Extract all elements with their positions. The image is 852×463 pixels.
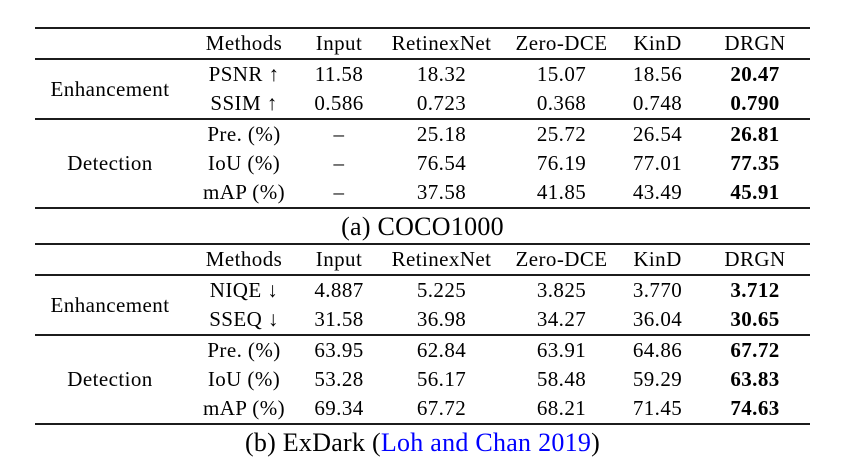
value-cell: 71.45: [632, 396, 683, 420]
metric-cell: mAP (%): [202, 396, 286, 420]
header-group-spacer: [35, 28, 185, 59]
value-cell-best: 74.63: [730, 396, 780, 420]
value-cell: 0.723: [416, 91, 467, 115]
value-cell: –: [333, 180, 345, 204]
value-cell: 4.887: [314, 278, 364, 302]
group-label-detection: Detection: [67, 367, 153, 391]
header-col-zerodce: Zero-DCE: [515, 31, 608, 55]
value-cell: 41.85: [536, 180, 587, 204]
value-cell: 37.58: [416, 180, 467, 204]
metric-cell: IoU (%): [207, 151, 281, 175]
metric-cell: Pre. (%): [207, 338, 281, 362]
header-col-zerodce: Zero-DCE: [515, 247, 608, 271]
value-cell: 25.72: [536, 122, 587, 146]
table-row: mAP (%) – 37.58 41.85 43.49 45.91: [35, 178, 810, 208]
value-cell: 31.58: [314, 307, 364, 331]
table-row: SSEQ ↓ 31.58 36.98 34.27 36.04 30.65: [35, 305, 810, 335]
header-col-input: Input: [315, 247, 363, 271]
value-cell-best: 63.83: [730, 367, 780, 391]
value-cell: 59.29: [632, 367, 683, 391]
value-cell: 76.19: [536, 151, 587, 175]
results-table-exdark: Methods Input RetinexNet Zero-DCE KinD D…: [35, 243, 810, 425]
header-methods: Methods: [205, 31, 283, 55]
value-cell: 0.368: [536, 91, 587, 115]
value-cell: 69.34: [314, 396, 364, 420]
header-methods: Methods: [205, 247, 283, 271]
header-col-input: Input: [315, 31, 363, 55]
header-col-retinexnet: RetinexNet: [391, 247, 492, 271]
value-cell: 0.748: [632, 91, 683, 115]
group-label-detection: Detection: [67, 151, 153, 175]
value-cell-best: 3.712: [730, 278, 780, 302]
value-cell: 76.54: [416, 151, 467, 175]
header-col-kind: KinD: [633, 247, 682, 271]
value-cell: 62.84: [416, 338, 467, 362]
caption-coco1000: (a) COCO1000: [35, 209, 810, 243]
table-row: IoU (%) 53.28 56.17 58.48 59.29 63.83: [35, 365, 810, 394]
metric-cell: mAP (%): [202, 180, 286, 204]
value-cell-best: 26.81: [730, 122, 780, 146]
value-cell-best: 30.65: [730, 307, 780, 331]
metric-cell: PSNR ↑: [208, 62, 280, 86]
value-cell: 53.28: [314, 367, 364, 391]
group-label-enhancement: Enhancement: [50, 76, 170, 101]
metric-cell: IoU (%): [207, 367, 281, 391]
header-col-drgn: DRGN: [724, 31, 786, 55]
metric-cell: Pre. (%): [207, 122, 281, 146]
value-cell-best: 20.47: [730, 62, 780, 86]
value-cell: 63.91: [536, 338, 587, 362]
value-cell: 36.04: [632, 307, 683, 331]
caption-close-paren: ): [591, 428, 601, 457]
header-col-retinexnet: RetinexNet: [391, 31, 492, 55]
table-row: Detection Pre. (%) – 25.18 25.72 26.54 2…: [35, 119, 810, 175]
value-cell: –: [333, 122, 345, 146]
value-cell: 11.58: [314, 62, 364, 86]
value-cell: 63.95: [314, 338, 364, 362]
value-cell: 26.54: [632, 122, 683, 146]
value-cell: 5.225: [416, 278, 467, 302]
value-cell-best: 77.35: [730, 151, 780, 175]
header-col-drgn: DRGN: [724, 247, 786, 271]
value-cell-best: 45.91: [730, 180, 780, 204]
value-cell: 64.86: [632, 338, 683, 362]
caption-text: (a) COCO1000: [341, 212, 504, 241]
value-cell: 67.72: [416, 396, 467, 420]
value-cell-best: 67.72: [730, 338, 780, 362]
table-row: Enhancement PSNR ↑ 11.58 18.32 15.07 18.…: [35, 59, 810, 101]
value-cell: 3.825: [536, 278, 587, 302]
header-row: Methods Input RetinexNet Zero-DCE KinD D…: [35, 244, 810, 275]
header-row: Methods Input RetinexNet Zero-DCE KinD D…: [35, 28, 810, 59]
value-cell: 3.770: [632, 278, 683, 302]
value-cell: 56.17: [416, 367, 467, 391]
table-row: Enhancement NIQE ↓ 4.887 5.225 3.825 3.7…: [35, 275, 810, 317]
group-label-enhancement: Enhancement: [50, 292, 170, 317]
value-cell: 18.32: [416, 62, 467, 86]
metric-cell: SSIM ↑: [210, 91, 278, 115]
value-cell: 15.07: [536, 62, 587, 86]
value-cell: 34.27: [536, 307, 587, 331]
results-table-coco1000: Methods Input RetinexNet Zero-DCE KinD D…: [35, 27, 810, 209]
caption-text: (b) ExDark (: [244, 428, 381, 457]
metric-cell: SSEQ ↓: [209, 307, 279, 331]
value-cell: 68.21: [536, 396, 587, 420]
metric-cell: NIQE ↓: [209, 278, 279, 302]
table-row: IoU (%) – 76.54 76.19 77.01 77.35: [35, 149, 810, 178]
value-cell: 18.56: [632, 62, 683, 86]
value-cell: –: [333, 151, 345, 175]
caption-exdark: (b) ExDark (Loh and Chan 2019): [35, 425, 810, 459]
value-cell: 25.18: [416, 122, 467, 146]
table-row: Detection Pre. (%) 63.95 62.84 63.91 64.…: [35, 335, 810, 391]
value-cell: 36.98: [416, 307, 467, 331]
table-row: SSIM ↑ 0.586 0.723 0.368 0.748 0.790: [35, 89, 810, 119]
citation-link-loh-and-chan-2019[interactable]: Loh and Chan 2019: [380, 428, 592, 457]
header-group-spacer: [35, 244, 185, 275]
value-cell: 58.48: [536, 367, 587, 391]
value-cell: 0.586: [314, 91, 364, 115]
value-cell: 77.01: [632, 151, 683, 175]
header-col-kind: KinD: [633, 31, 682, 55]
value-cell-best: 0.790: [730, 91, 780, 115]
value-cell: 43.49: [632, 180, 683, 204]
table-row: mAP (%) 69.34 67.72 68.21 71.45 74.63: [35, 394, 810, 424]
